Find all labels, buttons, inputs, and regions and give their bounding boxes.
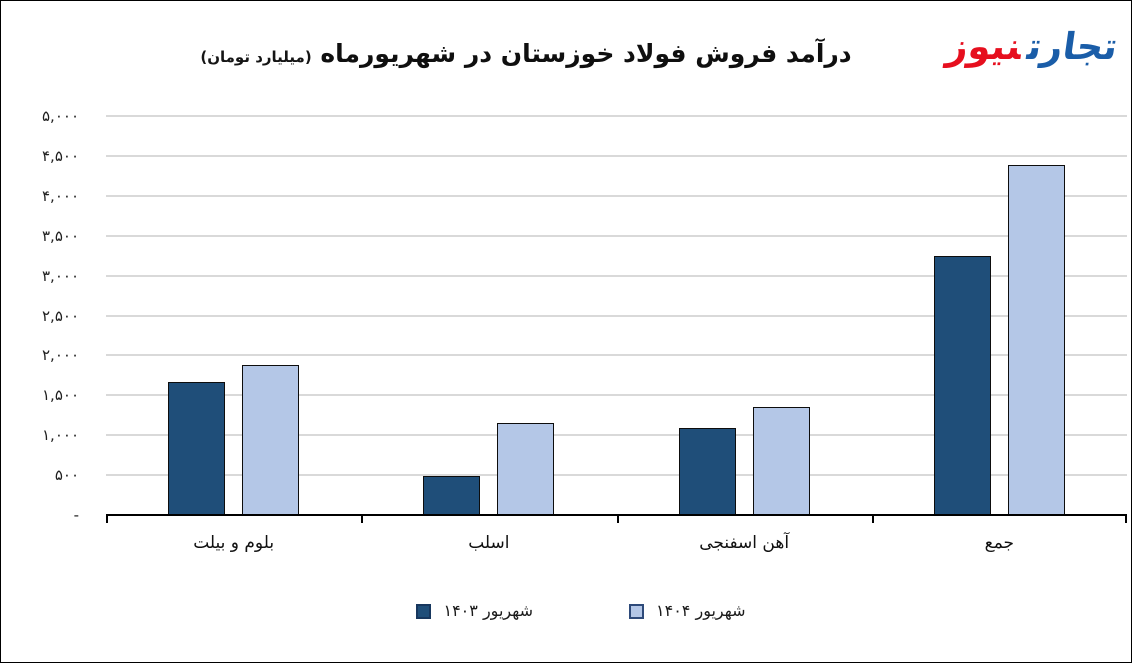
chart-title: درآمد فروش فولاد خوزستان در شهریورماه (م… [111, 37, 941, 74]
bar-شهریور-۱۴۰۴ [752, 407, 810, 515]
y-axis-label: ۵,۰۰۰ [42, 107, 79, 125]
y-axis-label: ۳,۵۰۰ [42, 226, 79, 245]
category-group [361, 116, 616, 515]
legend-swatch [629, 603, 644, 619]
gridline [106, 354, 1127, 357]
category-group [872, 116, 1127, 515]
legend-item: شهریور ۱۴۰۳ [416, 600, 533, 622]
logo-word-news: نیوز [943, 25, 1025, 68]
gridline [106, 314, 1127, 317]
x-axis-tick [1125, 515, 1127, 523]
gridline [106, 154, 1127, 157]
bar-شهریور-۱۴۰۳ [678, 427, 736, 515]
legend-swatch [416, 603, 432, 619]
category-group [617, 116, 872, 515]
chart-title-main: درآمد فروش فولاد خوزستان در شهریورماه [320, 39, 852, 68]
y-axis-label: ۴,۰۰۰ [42, 186, 79, 205]
gridline [106, 234, 1127, 237]
bar-شهریور-۱۴۰۳ [933, 255, 991, 515]
x-axis-tick [871, 515, 874, 523]
bar-شهریور-۱۴۰۳ [423, 475, 481, 515]
x-axis-label: جمع [984, 533, 1015, 553]
y-axis-labels: ۵,۰۰۰ ۴,۵۰۰ ۴,۰۰۰ ۳,۵۰۰ ۳,۰۰۰ ۲,۵۰۰ ۲,۰۰۰ ۱,۵۰۰… [1, 107, 79, 524]
bars-layer [106, 116, 1127, 515]
x-axis-labels: بلوم و بیلت اسلب آهن اسفنجی جمع [106, 530, 1127, 556]
x-axis-tick [106, 515, 108, 523]
gridline [106, 474, 1127, 477]
gridline [106, 434, 1127, 437]
bar-شهریور-۱۴۰۴ [1007, 165, 1065, 515]
y-axis-label: ۲,۵۰۰ [42, 306, 79, 325]
logo-word-tejarat: تجارت [1024, 25, 1121, 68]
bar-شهریور-۱۴۰۴ [497, 423, 555, 515]
x-axis-label: آهن اسفنجی [699, 533, 790, 553]
y-axis-label: - [73, 506, 79, 524]
legend-label: شهریور ۱۴۰۳ [443, 601, 533, 620]
x-axis-label: اسلب [468, 533, 510, 553]
gridline [106, 115, 1127, 117]
y-axis-label: ۱,۰۰۰ [42, 426, 79, 445]
x-axis-tick [616, 515, 619, 523]
legend-label: شهریور ۱۴۰۴ [656, 601, 746, 620]
y-axis-label: ۱,۵۰۰ [42, 386, 79, 405]
x-axis-label: بلوم و بیلت [193, 533, 275, 553]
gridline [106, 274, 1127, 277]
tejarat-news-logo: تجارتنیوز [943, 21, 1121, 73]
chart-title-unit: (میلیارد تومان) [200, 48, 312, 66]
plot-area [106, 115, 1127, 523]
y-axis-label: ۵۰۰ [54, 466, 79, 485]
legend: شهریور ۱۴۰۳ شهریور ۱۴۰۴ [31, 600, 1131, 622]
y-axis-label: ۳,۰۰۰ [42, 266, 79, 285]
x-axis-tick [361, 515, 364, 523]
category-group [106, 116, 361, 515]
legend-item: شهریور ۱۴۰۴ [629, 600, 746, 622]
bar-شهریور-۱۴۰۳ [168, 382, 226, 515]
gridline [106, 394, 1127, 397]
bar-شهریور-۱۴۰۴ [242, 364, 300, 515]
gridline [106, 194, 1127, 197]
y-axis-label: ۲,۰۰۰ [42, 346, 79, 365]
y-axis-label: ۴,۵۰۰ [42, 146, 79, 165]
